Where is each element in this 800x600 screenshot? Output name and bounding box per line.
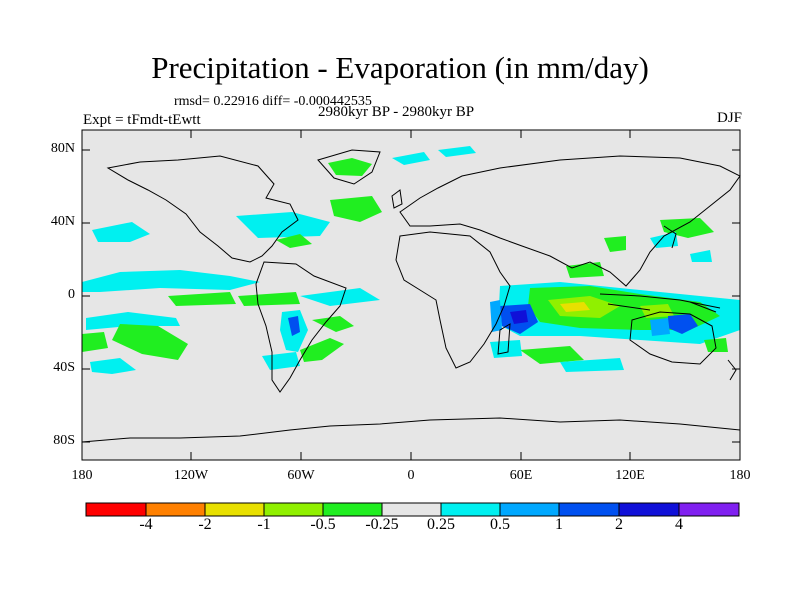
coast-newzealand: [727, 359, 737, 381]
axis-ticks: [82, 130, 740, 460]
lon-label-180w: 180: [71, 468, 93, 483]
fill-atl-green: [238, 292, 300, 306]
fill-io-yellowgreen2: [640, 304, 674, 318]
lat-label-40n: 40N: [50, 214, 75, 229]
colorbar-label: 0.5: [490, 516, 510, 533]
lon-label-180e: 180: [729, 468, 751, 483]
coast-madagascar: [497, 323, 511, 355]
lat-label-40s: 40S: [53, 360, 75, 375]
lon-label-120e: 120E: [615, 468, 645, 483]
fill-aus-lightblue: [650, 318, 670, 336]
lon-label-60e: 60E: [509, 468, 533, 483]
fill-ecs-green: [604, 236, 626, 252]
fill-spcz-green: [112, 324, 188, 360]
fill-natl-green2: [276, 234, 312, 248]
fill-natl-green: [330, 196, 382, 222]
colorbar-swatch-2: [145, 502, 206, 517]
fill-sam-green2: [300, 338, 344, 362]
fill-spac-cyan: [90, 358, 136, 374]
colorbar-label: -2: [198, 516, 212, 533]
colorbar-label: -4: [139, 516, 153, 533]
lat-label-0: 0: [68, 287, 75, 302]
coast-europe-asia: [399, 155, 741, 287]
fill-spcz-green2: [82, 332, 108, 352]
colorbar-swatch-9: [558, 502, 620, 517]
colorbar-swatch-1: [85, 502, 147, 517]
period-label: 2980kyr BP - 2980kyr BP: [318, 104, 475, 120]
anomaly-fills: [82, 146, 740, 374]
coast-south-america: [255, 261, 347, 393]
fill-arctic-green: [328, 158, 372, 176]
fill-io-navy: [510, 310, 528, 324]
colorbar-swatch-10: [618, 502, 680, 517]
fill-trop-pac-cyan: [82, 270, 260, 292]
fill-aus-blue: [668, 314, 698, 334]
colorbar-swatch-4: [263, 502, 324, 517]
coast-antarctica: [81, 417, 741, 443]
colorbar-label: -0.25: [365, 516, 399, 533]
fill-io-cyan2: [490, 340, 522, 358]
colorbar-swatch-7: [440, 502, 501, 517]
coast-uk: [391, 189, 403, 209]
fill-npac-cyan: [92, 222, 150, 242]
fill-satl-cyan: [300, 288, 380, 306]
fill-io-yellow: [560, 302, 590, 312]
fill-sw-cyan: [560, 358, 624, 372]
fill-arctic-cyan2: [438, 146, 476, 157]
lat-label-80s: 80S: [53, 433, 75, 448]
fill-wpac-cyan: [690, 250, 712, 262]
lon-label-60w: 60W: [287, 468, 315, 483]
colorbar-swatch-8: [499, 502, 560, 517]
figure-title: Precipitation - Evaporation (in mm/day): [151, 50, 649, 85]
fill-nam-cyan: [236, 212, 330, 238]
fill-sam-green: [312, 316, 354, 332]
season-label: DJF: [716, 110, 742, 126]
lat-label-80n: 80N: [50, 141, 75, 156]
colorbar-label: 2: [615, 516, 623, 533]
fill-spac-green: [168, 292, 236, 306]
colorbar-swatch-6: [381, 502, 442, 517]
colorbar-swatch-5: [322, 502, 383, 517]
experiment-label: Expt = tFmdt-tEwtt: [83, 112, 201, 128]
fill-sca-green: [566, 262, 604, 278]
lon-label-0: 0: [407, 468, 415, 483]
fill-io-lightblue: [490, 300, 502, 332]
colorbar-label: 1: [555, 516, 563, 533]
coast-australia: [629, 311, 717, 365]
coastlines: [81, 149, 741, 443]
fill-trop-pac-cyan2: [86, 312, 180, 330]
fill-io-green2: [520, 346, 584, 364]
coast-north-america: [106, 155, 299, 263]
coast-japan: [663, 225, 677, 249]
colorbar-swatch-11: [678, 502, 740, 517]
coast-maritime: [599, 293, 721, 313]
coast-africa: [395, 231, 511, 369]
colorbar-label: 4: [675, 516, 683, 533]
colorbar-label: -1: [257, 516, 271, 533]
colorbar-label: 0.25: [427, 516, 455, 533]
fill-arctic-cyan: [392, 152, 430, 165]
colorbar-label: -0.5: [310, 516, 336, 533]
fill-aus-green: [704, 338, 728, 352]
lon-label-120w: 120W: [173, 468, 209, 483]
fill-sam-blue: [288, 316, 300, 336]
colorbar: [85, 502, 740, 517]
colorbar-swatch-3: [204, 502, 265, 517]
coast-greenland: [317, 149, 381, 185]
stats-label: rmsd= 0.22916 diff= -0.000442535: [174, 94, 372, 109]
